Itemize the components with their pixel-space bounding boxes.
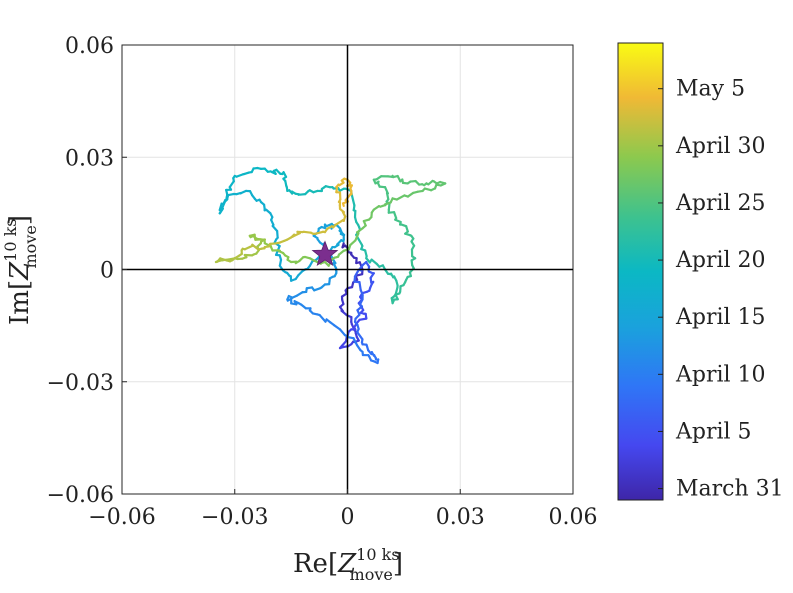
x-tick-label: 0.03 <box>436 505 485 530</box>
colorbar-label: May 5 <box>676 77 745 102</box>
trajectory-segment <box>397 195 404 199</box>
colorbar <box>618 43 663 500</box>
trajectory-segment <box>335 220 342 225</box>
colorbar-label: March 31 <box>676 477 784 502</box>
x-axis-label-sub: move <box>350 565 393 584</box>
colorbar-labels: May 5 April 30 April 25 April 20 April 15 Apr… <box>658 77 784 502</box>
axes <box>122 45 573 494</box>
colorbar-label: April 15 <box>675 305 766 330</box>
colorbar-label: April 10 <box>675 362 766 387</box>
colorbar-label: April 20 <box>675 248 766 273</box>
y-axis-label-main: Im[ <box>5 280 35 325</box>
svg-text:Im[Z10 ksmove]: Im[Z10 ksmove] <box>1 215 40 325</box>
y-tick-label: 0.03 <box>65 146 114 171</box>
trajectory-segment <box>343 203 344 205</box>
colorbar-label: April 30 <box>675 134 766 159</box>
y-axis-label: Im[Z10 ksmove] <box>1 215 40 325</box>
trajectory-segment <box>340 329 345 335</box>
y-tick-label: 0 <box>100 259 114 284</box>
tick-labels: −0.06 −0.03 0 0.03 0.06 −0.06 −0.03 0 0.03 0.06 <box>47 34 598 530</box>
y-tick-label: −0.03 <box>47 371 114 396</box>
x-axis-label-close: ] <box>393 549 403 579</box>
trajectory-segment <box>315 232 323 234</box>
trajectory-segment <box>320 315 326 322</box>
y-tick-label: −0.06 <box>47 483 114 508</box>
y-axis-label-sub: move <box>21 225 40 268</box>
trajectory <box>216 168 445 363</box>
x-tick-label: 0.06 <box>549 505 598 530</box>
svg-text:Re[Z10 ksmove]: Re[Z10 ksmove] <box>293 545 403 584</box>
trajectory-segment <box>346 194 351 201</box>
x-tick-label: −0.06 <box>88 505 155 530</box>
colorbar-label: April 5 <box>675 419 752 444</box>
y-tick-label: 0.06 <box>65 34 114 59</box>
trajectory-segment <box>359 282 360 290</box>
x-tick-label: −0.03 <box>201 505 268 530</box>
x-tick-label: 0 <box>341 505 355 530</box>
y-axis-label-close: ] <box>5 215 35 225</box>
colorbar-label: April 25 <box>675 191 766 216</box>
trajectory-segment <box>354 338 358 345</box>
x-axis-label-main: Re[ <box>293 549 338 579</box>
trajectory-segment <box>334 325 340 329</box>
